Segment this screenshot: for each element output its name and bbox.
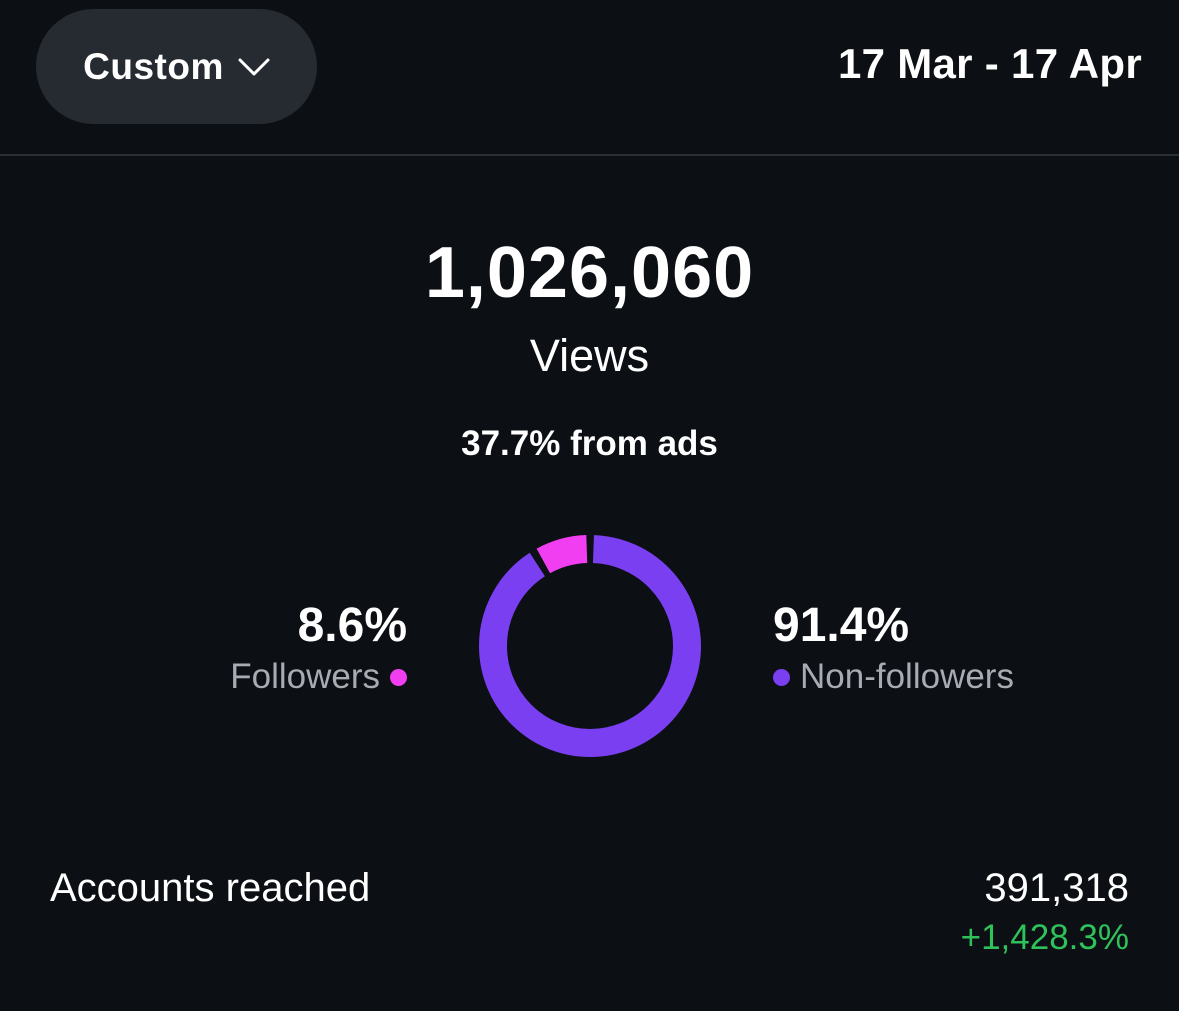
views-label: Views bbox=[529, 330, 650, 381]
audience-donut-chart bbox=[479, 535, 701, 757]
views-total: 1,026,060 bbox=[424, 233, 755, 313]
accounts-reached-label: Accounts reached bbox=[50, 866, 371, 910]
ads-share-text: 37.7% from ads bbox=[461, 424, 718, 463]
accounts-reached-change: +1,428.3% bbox=[960, 918, 1129, 957]
header: Custom 17 Mar - 17 Apr bbox=[0, 0, 1179, 155]
date-range-selector-button[interactable]: Custom bbox=[36, 9, 317, 124]
non-followers-legend: Non-followers bbox=[773, 654, 1014, 700]
range-selector-label: Custom bbox=[83, 45, 224, 87]
followers-label: Followers bbox=[230, 657, 380, 696]
followers-color-dot bbox=[390, 668, 407, 686]
non-followers-label: Non-followers bbox=[800, 657, 1014, 696]
non-followers-color-dot bbox=[773, 668, 790, 686]
donut-segment-non-followers bbox=[479, 535, 701, 757]
non-followers-stat: 91.4% Non-followers bbox=[773, 598, 1014, 700]
followers-percent: 8.6% bbox=[297, 599, 407, 652]
followers-stat: 8.6% Followers bbox=[230, 598, 407, 700]
chevron-down-icon bbox=[238, 58, 270, 75]
header-divider bbox=[0, 154, 1179, 156]
followers-legend: Followers bbox=[230, 654, 407, 700]
non-followers-percent: 91.4% bbox=[773, 599, 910, 652]
date-range-text: 17 Mar - 17 Apr bbox=[837, 40, 1142, 87]
accounts-reached-value: 391,318 bbox=[984, 866, 1129, 910]
